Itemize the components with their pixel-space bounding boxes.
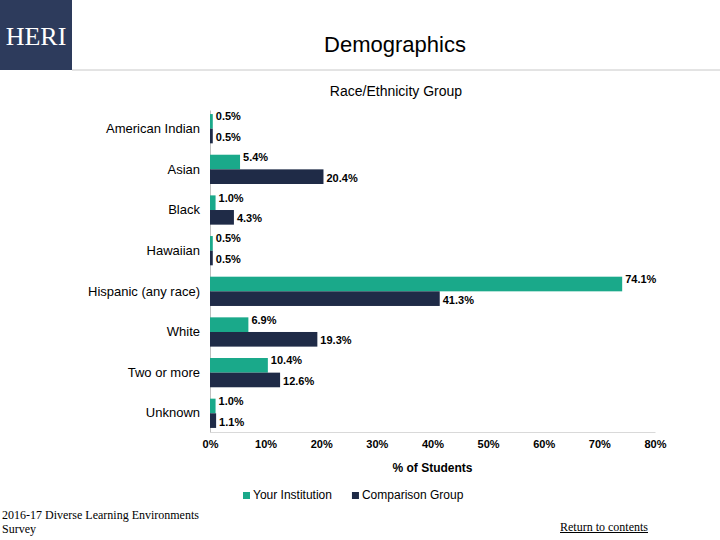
bar — [210, 155, 240, 170]
return-link[interactable]: Return to contents — [560, 520, 648, 535]
bar — [210, 332, 317, 347]
category-label: White — [167, 324, 200, 339]
bar — [210, 291, 440, 306]
bar — [210, 114, 213, 129]
data-labels: 0.5%5.4%1.0%0.5%74.1%6.9%10.4%1.0%0.5%20… — [216, 110, 657, 427]
x-tick: 10% — [255, 432, 277, 450]
header-rule — [72, 70, 720, 71]
bar — [210, 169, 323, 184]
data-label: 10.4% — [271, 354, 302, 366]
x-tick-label: 40% — [422, 438, 444, 450]
category-label: Black — [168, 202, 200, 217]
data-label: 5.4% — [243, 151, 268, 163]
bar — [210, 358, 268, 373]
bar — [210, 317, 248, 332]
chart: HERI Demographics Race/Ethnicity Group 0% 10… — [0, 0, 720, 540]
legend-label: Comparison Group — [362, 488, 464, 502]
heading: Demographics — [324, 32, 466, 57]
logo-box — [0, 0, 72, 70]
logo: HERI — [6, 22, 67, 51]
x-tick: 60% — [533, 432, 555, 450]
legend-swatch — [352, 492, 359, 499]
x-axis-title: % of Students — [393, 461, 473, 475]
x-tick: 30% — [366, 432, 388, 450]
x-tick-label: 20% — [311, 438, 333, 450]
data-label: 12.6% — [283, 375, 314, 387]
bar — [210, 236, 213, 251]
legend-label: Your Institution — [253, 488, 332, 502]
data-label: 1.0% — [219, 395, 244, 407]
x-tick: 70% — [589, 432, 611, 450]
data-label: 0.5% — [216, 232, 241, 244]
x-tick-label: 30% — [366, 438, 388, 450]
y-tick: Two or more — [128, 365, 210, 380]
chart-title: Race/Ethnicity Group — [330, 83, 462, 99]
y-tick: Unknown — [146, 405, 210, 420]
y-tick: American Indian — [106, 121, 210, 136]
y-tick: Black — [168, 202, 210, 217]
data-label: 0.5% — [216, 131, 241, 143]
category-label: Asian — [167, 162, 200, 177]
y-axis: American Indian Asian Black Hawaiian Hispani… — [88, 111, 211, 433]
bars — [210, 114, 622, 428]
bar — [210, 251, 213, 266]
data-label: 1.0% — [219, 192, 244, 204]
data-label: 0.5% — [216, 253, 241, 265]
x-tick: 80% — [644, 432, 666, 450]
category-label: Unknown — [146, 405, 200, 420]
x-tick: 20% — [311, 432, 333, 450]
x-axis: 0% 10% 20% 30% 40% 50% 60% 70% 80% — [203, 432, 667, 450]
data-label: 1.1% — [219, 416, 244, 428]
x-tick-label: 70% — [589, 438, 611, 450]
bar — [210, 195, 216, 210]
bar — [210, 210, 234, 225]
bar — [210, 413, 216, 428]
y-tick: White — [167, 324, 210, 339]
y-tick: Hispanic (any race) — [88, 283, 210, 298]
y-tick: Asian — [167, 162, 210, 177]
x-tick: 40% — [422, 432, 444, 450]
y-tick: Hawaiian — [147, 243, 210, 258]
data-label: 19.3% — [320, 334, 351, 346]
data-label: 6.9% — [251, 314, 276, 326]
x-tick: 50% — [478, 432, 500, 450]
source: 2016-17 Diverse Learning Environments Su… — [2, 508, 217, 536]
data-label: 41.3% — [443, 294, 474, 306]
legend-swatch — [243, 492, 250, 499]
category-label: Hawaiian — [147, 243, 200, 258]
data-label: 20.4% — [326, 172, 357, 184]
x-tick-label: 10% — [255, 438, 277, 450]
data-label: 4.3% — [237, 212, 262, 224]
x-axis-line — [211, 432, 656, 433]
data-label: 74.1% — [625, 273, 656, 285]
data-label: 0.5% — [216, 110, 241, 122]
category-label: American Indian — [106, 121, 200, 136]
legend: Your Institution Comparison Group — [243, 488, 464, 502]
x-tick-label: 80% — [644, 438, 666, 450]
category-label: Two or more — [128, 365, 200, 380]
bar — [210, 277, 622, 292]
category-label: Hispanic (any race) — [88, 283, 200, 298]
x-tick-label: 50% — [478, 438, 500, 450]
bar — [210, 373, 280, 388]
bar — [210, 399, 216, 414]
x-tick-label: 60% — [533, 438, 555, 450]
x-tick-label: 0% — [203, 438, 219, 450]
bar — [210, 129, 213, 144]
x-tick: 0% — [203, 432, 219, 450]
